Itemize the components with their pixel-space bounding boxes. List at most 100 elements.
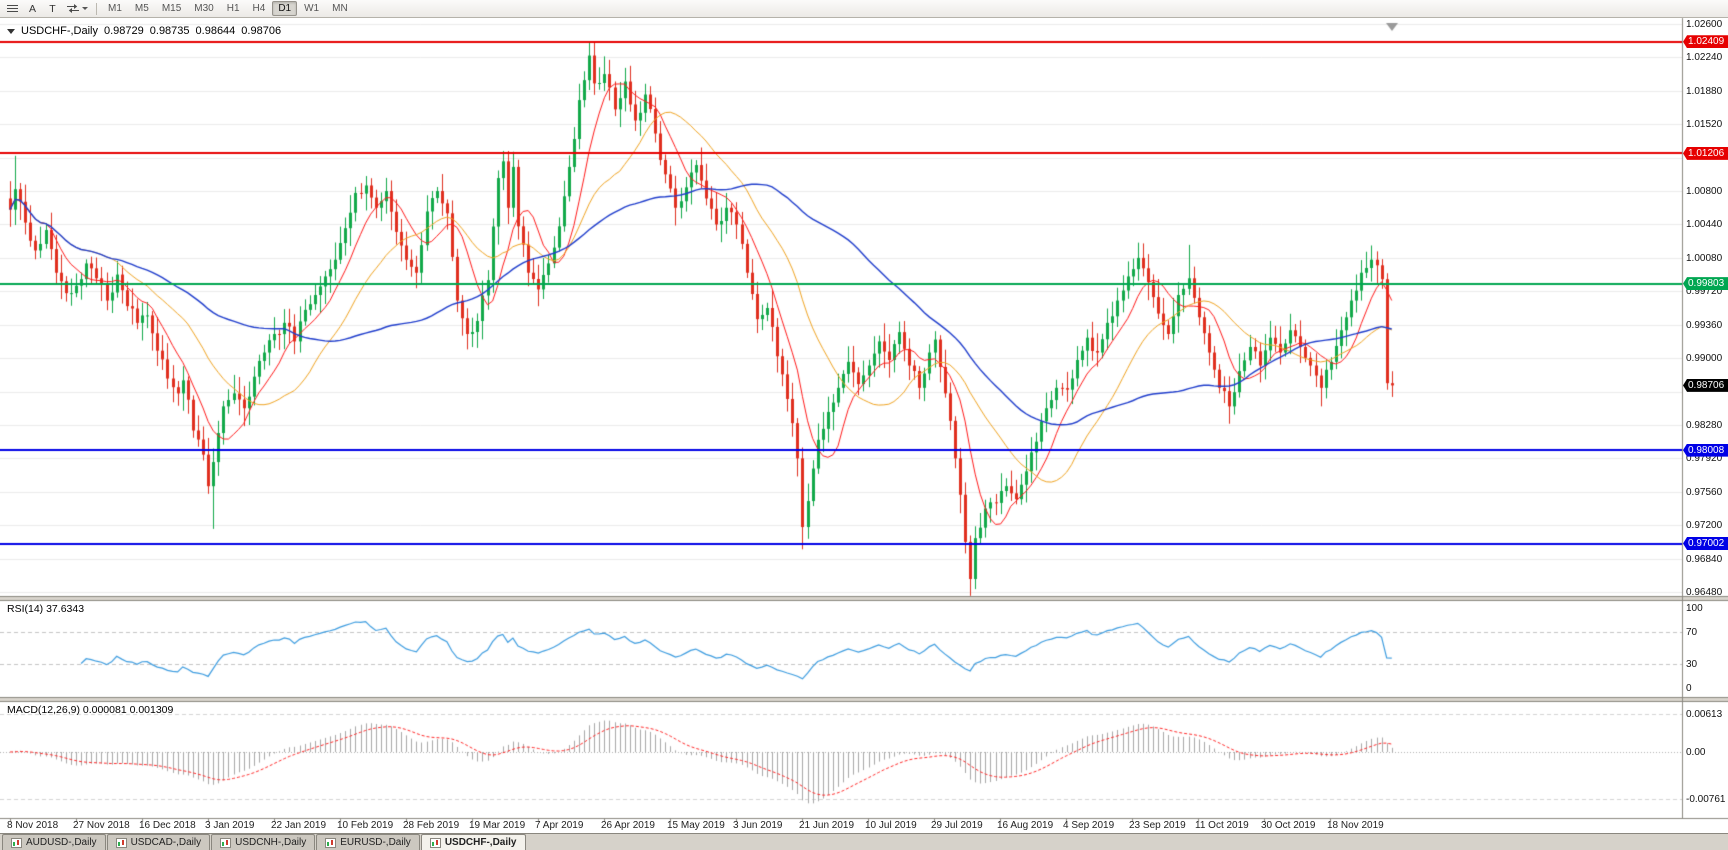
price-axis-label: 0.99360 (1686, 319, 1723, 331)
timeframe-m1[interactable]: M1 (102, 1, 128, 16)
price-axis-label: 1.01880 (1686, 85, 1723, 97)
rsi-scale-label: 100 (1686, 603, 1703, 614)
price-axis-label: 0.96840 (1686, 553, 1723, 565)
cycle-arrows-icon (67, 4, 79, 13)
timeframe-d1[interactable]: D1 (272, 1, 298, 16)
hline-price-tag[interactable]: 1.01206 (1683, 146, 1728, 160)
chart-thumbnail-icon (325, 837, 337, 848)
date-axis-label: 10 Feb 2019 (337, 820, 394, 831)
chart-thumbnail-icon (429, 837, 441, 848)
rsi-scale-label: 70 (1686, 627, 1698, 638)
chart-tab-label: USDCAD-,Daily (130, 837, 202, 848)
date-axis-label: 4 Sep 2019 (1063, 820, 1115, 831)
chart-tab-usdcad[interactable]: USDCAD-,Daily (106, 834, 211, 850)
chart-symbol-label: USDCHF-,Daily (21, 25, 98, 37)
macd-scale-label: -0.00761 (1686, 794, 1726, 806)
chart-tab-usdcnh[interactable]: USDCNH-,Daily (211, 834, 316, 850)
price-axis-label: 0.97920 (1686, 453, 1723, 465)
date-axis-label: 16 Aug 2019 (997, 820, 1054, 831)
chart-tab-audusd[interactable]: AUDUSD-,Daily (2, 834, 106, 850)
date-axis-label: 10 Jul 2019 (865, 820, 917, 831)
menu-icon (7, 5, 18, 12)
toolbar-separator (96, 2, 97, 15)
current-price-tag[interactable]: 0.98706 (1683, 378, 1728, 392)
date-axis-label: 18 Nov 2019 (1327, 820, 1384, 831)
chart-header: USDCHF-,Daily 0.98729 0.98735 0.98644 0.… (7, 25, 281, 37)
date-axis-label: 27 Nov 2018 (73, 820, 130, 831)
hline-price-tag[interactable]: 0.98008 (1683, 443, 1728, 457)
chart-thumbnail-icon (11, 837, 22, 848)
menu-icon[interactable] (3, 1, 22, 16)
timeframe-m15[interactable]: M15 (156, 1, 187, 16)
chart-thumbnail-icon (115, 837, 127, 848)
date-axis-label: 19 Mar 2019 (469, 820, 526, 831)
collapse-arrow-icon[interactable] (7, 28, 15, 34)
pointer-a-button[interactable]: A (23, 1, 42, 16)
ohlc-open: 0.98729 (104, 25, 144, 37)
timeframe-mn[interactable]: MN (326, 1, 354, 16)
price-axis-label: 1.02600 (1686, 19, 1723, 30)
timeframe-button-group: M1 M5 M15 M30 H1 H4 D1 W1 MN (102, 1, 354, 16)
date-axis-label: 8 Nov 2018 (7, 820, 59, 831)
timeframe-m30[interactable]: M30 (188, 1, 219, 16)
ohlc-high: 0.98735 (149, 25, 190, 37)
date-axis-label: 15 May 2019 (667, 820, 725, 831)
macd-scale-label: 0.00613 (1686, 708, 1723, 720)
timeframe-m5[interactable]: M5 (129, 1, 155, 16)
macd-scale-label: 0.00 (1686, 747, 1706, 758)
chart-tab-label: EURUSD-,Daily (340, 837, 411, 848)
price-axis-label: 0.97200 (1686, 520, 1723, 532)
date-axis-label: 3 Jan 2019 (205, 820, 255, 831)
rsi-scale-label: 30 (1686, 659, 1698, 670)
price-axis-label: 0.96480 (1686, 587, 1723, 598)
date-axis-label: 21 Jun 2019 (799, 820, 855, 831)
chart-thumbnail-icon (220, 837, 232, 848)
ohlc-close: 0.98706 (241, 25, 282, 37)
timeframe-w1[interactable]: W1 (298, 1, 325, 16)
chart-tab-bar: AUDUSD-,Daily USDCAD-,Daily USDCNH-,Daily E… (0, 833, 1728, 850)
price-axis-label: 0.99000 (1686, 353, 1723, 365)
price-axis-label: 1.00440 (1686, 219, 1723, 231)
chart-tab-label: USDCHF-,Daily (444, 837, 517, 848)
chart-tab-label: AUDUSD-,Daily (26, 837, 97, 848)
date-axis-label: 7 Apr 2019 (535, 820, 584, 831)
date-axis-label: 3 Jun 2019 (733, 820, 783, 831)
price-axis-label: 0.98280 (1686, 419, 1723, 431)
hline-price-tag[interactable]: 0.99803 (1683, 277, 1728, 291)
rsi-scale-label: 0 (1686, 683, 1692, 694)
price-axis-label: 0.97560 (1686, 486, 1723, 498)
date-axis-label: 30 Oct 2019 (1261, 820, 1316, 831)
macd-label: MACD(12,26,9) 0.000081 0.001309 (7, 704, 174, 716)
rsi-label: RSI(14) 37.6343 (7, 603, 85, 615)
date-axis-label: 22 Jan 2019 (271, 820, 327, 831)
price-axis-label: 0.99720 (1686, 286, 1723, 298)
hline-price-tag[interactable]: 0.97002 (1683, 537, 1728, 551)
date-axis-label: 16 Dec 2018 (139, 820, 196, 831)
date-axis-label: 29 Jul 2019 (931, 820, 983, 831)
ohlc-low: 0.98644 (195, 25, 236, 37)
timeframe-h1[interactable]: H1 (221, 1, 246, 16)
date-axis-label: 28 Feb 2019 (403, 820, 460, 831)
chart-tab-eurusd[interactable]: EURUSD-,Daily (316, 834, 420, 850)
date-axis-label: 26 Apr 2019 (601, 820, 655, 831)
price-axis-label: 1.01520 (1686, 119, 1723, 131)
price-axis[interactable]: 1.02600 1.02240 1.01880 1.01520 1.00800 1.004… (1682, 18, 1728, 818)
price-axis-label: 1.00800 (1686, 186, 1723, 198)
price-axis-label: 1.02240 (1686, 52, 1723, 64)
date-axis-label: 23 Sep 2019 (1129, 820, 1186, 831)
text-tool-button[interactable]: T (43, 1, 62, 16)
hline-price-tag[interactable]: 1.02409 (1683, 35, 1728, 49)
cycle-arrows-button[interactable] (63, 1, 91, 16)
chart-tab-label: USDCNH-,Daily (235, 837, 307, 848)
time-axis[interactable]: 8 Nov 2018 27 Nov 2018 16 Dec 2018 3 Jan 20… (0, 818, 1682, 833)
timeframe-h4[interactable]: H4 (247, 1, 272, 16)
date-axis-label: 11 Oct 2019 (1195, 820, 1249, 831)
price-axis-label: 1.00080 (1686, 252, 1723, 264)
chart-tab-usdchf[interactable]: USDCHF-,Daily (420, 834, 526, 850)
dropdown-caret-icon (82, 7, 88, 10)
